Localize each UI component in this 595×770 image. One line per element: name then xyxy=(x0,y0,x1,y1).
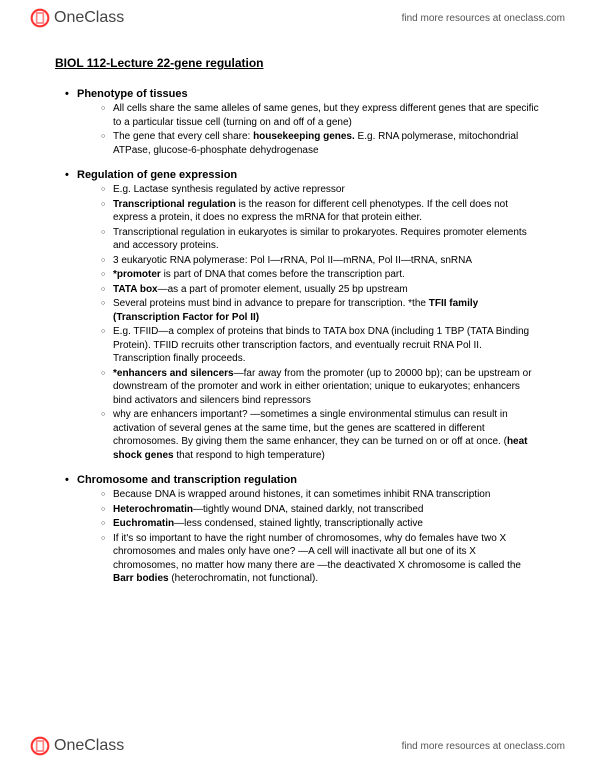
list-item: why are enhancers important? —sometimes … xyxy=(101,408,540,462)
logo[interactable]: OneClass xyxy=(30,8,124,28)
footer-tagline[interactable]: find more resources at oneclass.com xyxy=(402,741,565,752)
logo-text-class: Class xyxy=(84,9,124,27)
section-heading: Regulation of gene expression xyxy=(77,169,540,181)
section-list: All cells share the same alleles of same… xyxy=(101,102,540,157)
list-item: Heterochromatin—tightly wound DNA, stain… xyxy=(101,503,540,517)
list-item: Transcriptional regulation is the reason… xyxy=(101,198,540,225)
logo-text-one: One xyxy=(54,737,84,755)
logo-text-one: One xyxy=(54,9,84,27)
list-item: Transcriptional regulation in eukaryotes… xyxy=(101,226,540,253)
page-title: BIOL 112-Lecture 22-gene regulation xyxy=(55,56,540,70)
list-item: 3 eukaryotic RNA polymerase: Pol I—rRNA,… xyxy=(101,254,540,268)
header: OneClass find more resources at oneclass… xyxy=(0,0,595,36)
logo-icon xyxy=(30,736,50,756)
logo-text-class: Class xyxy=(84,737,124,755)
list-item: *enhancers and silencers—far away from t… xyxy=(101,367,540,408)
list-item: Several proteins must bind in advance to… xyxy=(101,297,540,324)
list-item: TATA box—as a part of promoter element, … xyxy=(101,283,540,297)
list-item: The gene that every cell share: housekee… xyxy=(101,130,540,157)
list-item: *promoter is part of DNA that comes befo… xyxy=(101,268,540,282)
list-item: E.g. TFIID—a complex of proteins that bi… xyxy=(101,325,540,366)
footer: OneClass find more resources at oneclass… xyxy=(0,722,595,770)
list-item: E.g. Lactase synthesis regulated by acti… xyxy=(101,183,540,197)
section-list: Because DNA is wrapped around histones, … xyxy=(101,488,540,586)
list-item: All cells share the same alleles of same… xyxy=(101,102,540,129)
footer-logo[interactable]: OneClass xyxy=(30,736,124,756)
list-item: If it's so important to have the right n… xyxy=(101,532,540,586)
list-item: Euchromatin—less condensed, stained ligh… xyxy=(101,517,540,531)
section-heading: Chromosome and transcription regulation xyxy=(77,474,540,486)
page-content: BIOL 112-Lecture 22-gene regulation Phen… xyxy=(0,36,595,586)
section-heading: Phenotype of tissues xyxy=(77,88,540,100)
section-list: E.g. Lactase synthesis regulated by acti… xyxy=(101,183,540,462)
list-item: Because DNA is wrapped around histones, … xyxy=(101,488,540,502)
header-tagline[interactable]: find more resources at oneclass.com xyxy=(402,13,565,24)
logo-icon xyxy=(30,8,50,28)
